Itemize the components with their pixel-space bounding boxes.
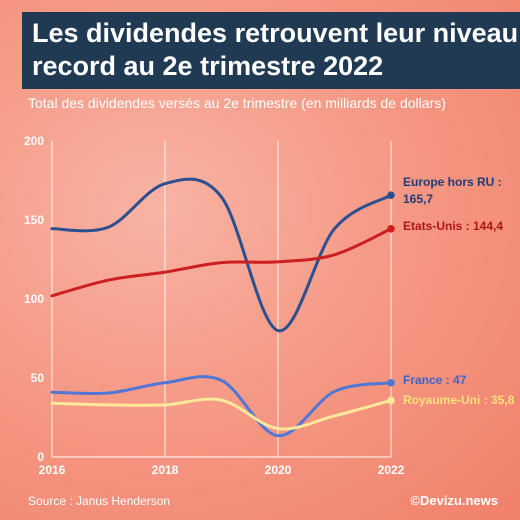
chart-title-line-2: record au 2e trimestre 2022	[32, 51, 384, 81]
y-tick-label-50: 50	[31, 371, 45, 385]
y-tick-label-100: 100	[24, 292, 44, 306]
y-tick-label-200: 200	[24, 134, 44, 148]
series-label-france-0: France : 47	[403, 373, 467, 387]
series-endpoint-europe-hors-ru	[387, 191, 395, 199]
x-tick-label-2020: 2020	[265, 463, 292, 477]
series-label-europe-hors-ru-1: 165,7	[403, 192, 433, 206]
series-line-europe-hors-ru	[50, 177, 393, 333]
y-tick-label-0: 0	[37, 450, 44, 464]
chart-subtitle: Total des dividendes versés au 2e trimes…	[28, 95, 446, 111]
y-tick-label-150: 150	[24, 213, 44, 227]
series-label-europe-hors-ru-0: Europe hors RU :	[403, 175, 502, 189]
series-label-etats-unis-0: Etats-Unis : 144,4	[403, 219, 503, 233]
series-line-royaume-uni	[50, 397, 393, 431]
x-tick-label-2022: 2022	[378, 463, 405, 477]
series-endpoint-royaume-uni	[387, 396, 395, 405]
series-endpoint-etats-unis	[387, 225, 395, 233]
x-tick-label-2016: 2016	[39, 463, 66, 477]
series-line-france	[50, 375, 393, 438]
series-label-royaume-uni-0: Royaume-Uni : 35,8	[403, 393, 515, 407]
series-line-etats-unis	[50, 227, 393, 298]
series-endpoint-france	[387, 378, 395, 387]
source-note: Source : Janus Henderson	[28, 494, 171, 508]
brand-credit: ©Devizu.news	[410, 493, 498, 508]
chart-title: Les dividendes retrouvent leur niveau re…	[22, 12, 520, 89]
chart-title-line-1: Les dividendes retrouvent leur niveau	[32, 18, 519, 48]
x-tick-label-2018: 2018	[152, 463, 179, 477]
